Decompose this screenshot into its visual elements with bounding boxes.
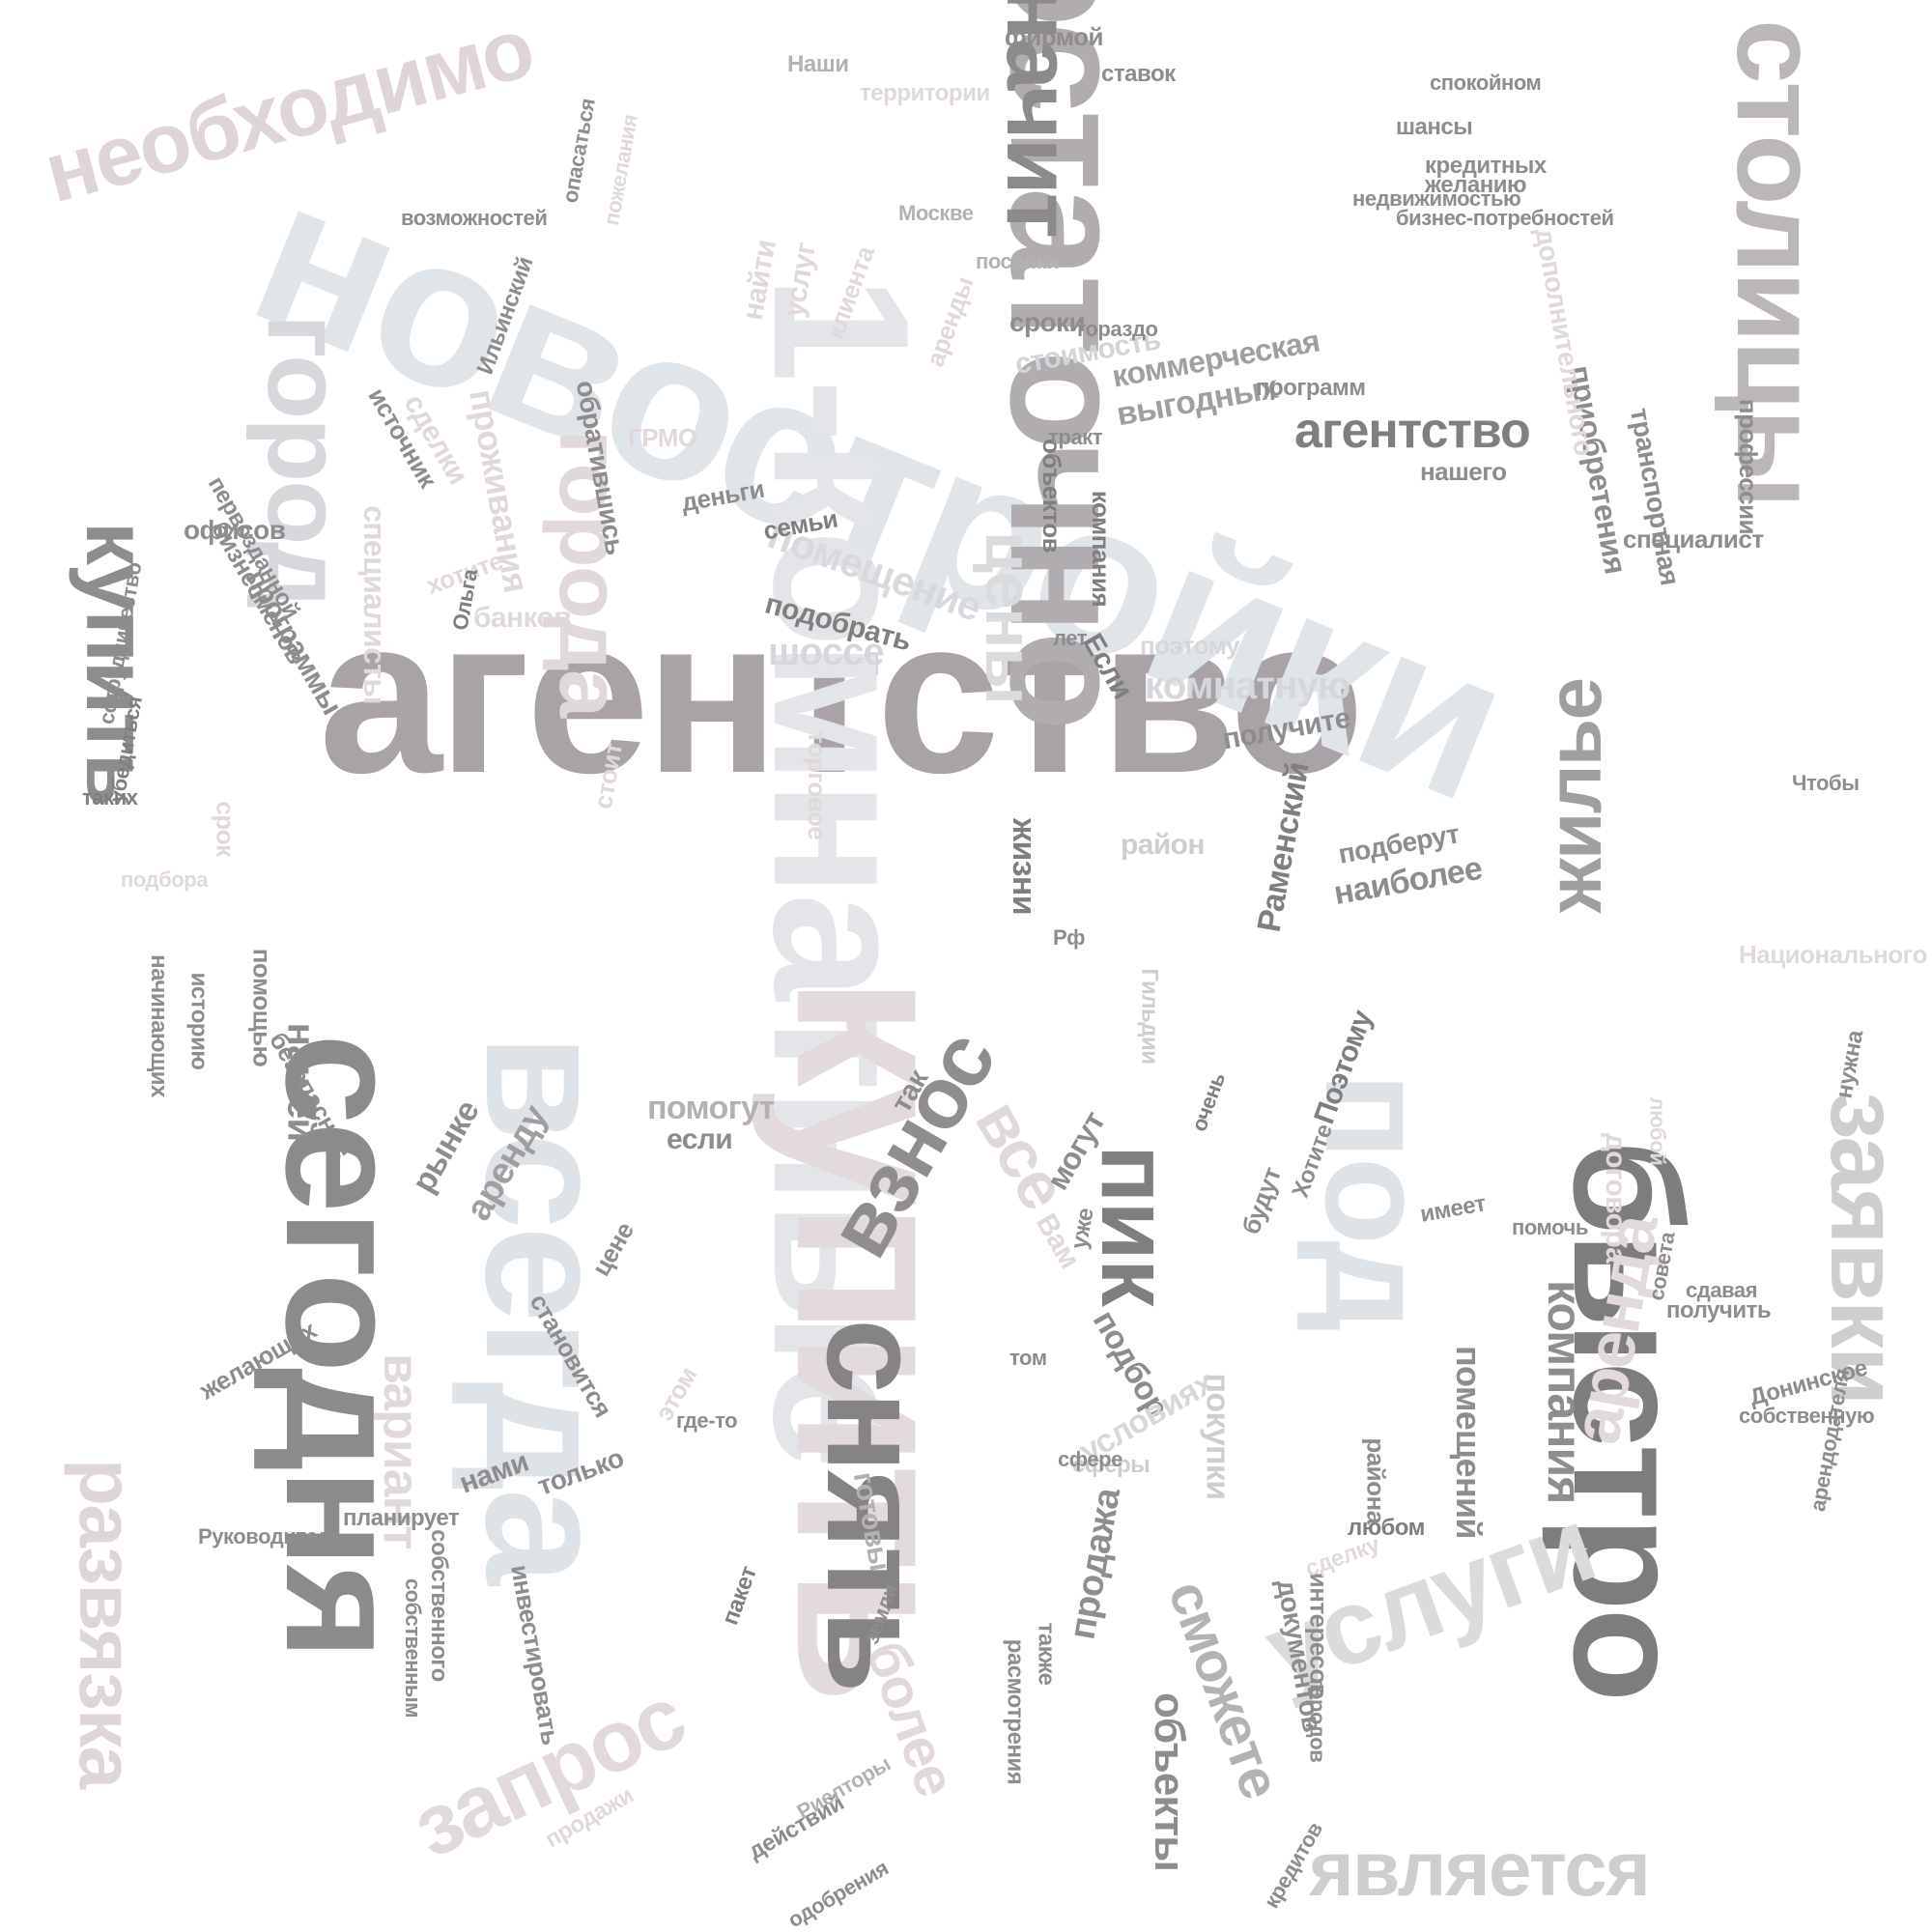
word-komnatnuyu: комнатную xyxy=(1145,665,1350,707)
word-chtoby: Чтобы xyxy=(1792,771,1860,795)
word-pokupki: покупки xyxy=(1199,1373,1236,1500)
word-biznes-potrebnostey: бизнес-потребностей xyxy=(1396,206,1614,230)
word-rf: Рф xyxy=(1053,925,1086,950)
word-kompaniya-small: компания xyxy=(1087,490,1117,608)
word-gildii: Гильдии xyxy=(1136,968,1163,1065)
word-rayon: район xyxy=(1121,829,1206,861)
word-pomeshcheniy: помещений xyxy=(1449,1346,1489,1539)
word-agentstvo-large: агентство xyxy=(319,571,1365,819)
word-professii: профессии xyxy=(1734,398,1764,535)
word-sdavaya: сдавая xyxy=(1686,1278,1758,1302)
word-vozmozhnostey: возможностей xyxy=(401,206,548,230)
word-ochen: очень xyxy=(1186,1069,1231,1135)
word-gde-to: где-то xyxy=(676,1408,738,1433)
word-investirovat: инвестировать xyxy=(505,1562,566,1747)
word-nuzhna: нужна xyxy=(1831,1028,1869,1101)
word-podbora: подбора xyxy=(121,867,209,892)
word-nashego: нашего xyxy=(1420,457,1507,486)
word-pik: пик xyxy=(1081,1145,1189,1305)
word-poetomu-small: поэтому xyxy=(1140,631,1239,660)
word-shosse: шоссе xyxy=(768,631,885,673)
word-pomogut: помогут xyxy=(647,1090,775,1126)
word-zhizni: жизни xyxy=(1005,818,1042,915)
word-natsionalnogo: Национального xyxy=(1739,940,1927,969)
word-bankov: банков xyxy=(473,602,572,634)
word-stavok: ставок xyxy=(1101,61,1176,87)
word-kompaniya: компания xyxy=(1538,1280,1592,1504)
word-territorii: территории xyxy=(860,80,990,106)
word-obektov: объектов xyxy=(1037,438,1067,554)
word-spokoynom: спокойном xyxy=(1430,71,1542,95)
word-lyuboy: любой xyxy=(1645,1096,1670,1166)
word-gorazdo: гораздо xyxy=(1077,317,1158,341)
word-tseny: цены xyxy=(972,531,1047,704)
word-programm: программ xyxy=(1256,375,1366,401)
word-pozhelaniya: пожелания xyxy=(599,112,642,228)
word-ofisov: офисов xyxy=(184,515,286,545)
word-kilometrah: тракт xyxy=(1048,425,1103,449)
word-takzhe: также xyxy=(1033,1622,1060,1686)
word-sobstvennuyu: собственную xyxy=(1739,1404,1875,1428)
word-obekty: объекты xyxy=(1146,1692,1193,1872)
word-zhelaniyu: желанию xyxy=(1425,172,1527,198)
word-dogovora: договора xyxy=(1600,1132,1633,1264)
word-grmo: ГРМО xyxy=(628,423,697,452)
word-yavlyaetsya: является xyxy=(1309,1826,1651,1912)
word-sfere: сфере xyxy=(1058,1447,1122,1471)
word-tom: том xyxy=(1009,1346,1047,1370)
word-sfery: сферы xyxy=(1072,1452,1151,1478)
word-transportnaya: транспортная xyxy=(1624,405,1686,587)
word-poselki: поселки xyxy=(976,249,1060,273)
word-agentstvo-small: агентство xyxy=(1294,403,1531,459)
word-rukovoditel: Руководитель xyxy=(198,1524,344,1548)
word-rayona: района xyxy=(1361,1437,1391,1524)
word-nashi: Наши xyxy=(787,51,849,77)
word-shansy: шансы xyxy=(1396,114,1473,140)
word-rasmotreniya: расмотрения xyxy=(1002,1638,1029,1785)
word-budut: будут xyxy=(1236,1163,1287,1238)
word-prodazha: продажа xyxy=(1062,1485,1129,1643)
word-srok: срок xyxy=(211,801,241,857)
word-istoriyu: историю xyxy=(185,972,213,1070)
word-gorodov: городов xyxy=(1305,1678,1330,1763)
word-pomoch: помочь xyxy=(1512,1215,1588,1239)
word-esli: если xyxy=(667,1123,733,1155)
word-razvyazka: развязка xyxy=(64,1459,150,1788)
word-neobkhodimo: необходимо xyxy=(34,0,543,221)
word-sobstvennym: собственным xyxy=(401,1577,426,1719)
word-dopolnitelnogo: дополнительного xyxy=(1529,225,1600,458)
word-let: лет xyxy=(1053,626,1088,650)
word-sroki: сроки xyxy=(1009,307,1086,337)
word-torgovoe: торговое xyxy=(803,730,833,840)
word-lyubom: любом xyxy=(1348,1515,1425,1541)
word-firmoy: фирмой xyxy=(1005,22,1103,51)
word-zhilye: жилье xyxy=(1531,678,1617,913)
word-planiruet: планирует xyxy=(343,1505,460,1531)
word-sobstvennogo: собственного xyxy=(425,1529,452,1682)
word-poluchit: получить xyxy=(1666,1297,1772,1323)
word-takih: таких xyxy=(82,785,138,810)
word-kreditnyh: кредитных xyxy=(1425,153,1547,179)
word-moskve: Москве xyxy=(898,201,974,225)
word-spetsialist: специалист xyxy=(1623,525,1764,554)
word-opasatsya: опасаться xyxy=(557,97,600,205)
word-nachinayushchih: начинающих xyxy=(145,954,172,1097)
word-nedvizhimostyu: недвижимостью xyxy=(1352,186,1521,211)
word-spetsialisty: специалисты xyxy=(356,505,392,704)
word-odobreniya: одобрения xyxy=(783,1855,893,1932)
